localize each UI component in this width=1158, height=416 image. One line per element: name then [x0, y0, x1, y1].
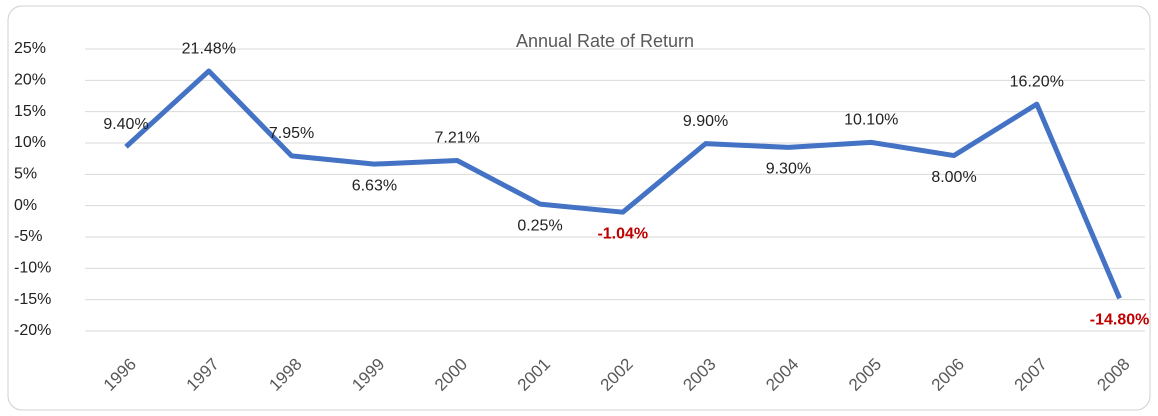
y-tick-label: 25%: [14, 40, 46, 57]
data-label: 0.25%: [517, 217, 562, 234]
line: [124, 68, 1122, 300]
y-tick-label: 0%: [14, 197, 37, 214]
y-tick-label: -15%: [14, 291, 51, 308]
data-label: 7.21%: [435, 130, 480, 147]
y-tick-label: -20%: [14, 322, 51, 339]
y-tick-label: -5%: [14, 228, 42, 245]
data-label: 21.48%: [182, 40, 236, 57]
data-label: 9.90%: [683, 113, 728, 130]
data-label: 6.63%: [352, 177, 397, 194]
data-label: 7.95%: [269, 125, 314, 142]
y-tick-label: 10%: [14, 134, 46, 151]
data-label: 10.10%: [844, 112, 898, 129]
y-tick-label: -10%: [14, 260, 51, 277]
data-label: 16.20%: [1010, 73, 1064, 90]
chart-title: Annual Rate of Return: [516, 31, 694, 51]
y-tick-label: 15%: [14, 103, 46, 120]
data-label: -1.04%: [597, 225, 648, 242]
data-label: 9.30%: [766, 161, 811, 178]
data-label: 9.40%: [103, 116, 148, 133]
data-label: 8.00%: [931, 169, 976, 186]
y-tick-label: 5%: [14, 166, 37, 183]
y-tick-label: 20%: [14, 72, 46, 89]
data-label: -14.80%: [1090, 312, 1150, 329]
